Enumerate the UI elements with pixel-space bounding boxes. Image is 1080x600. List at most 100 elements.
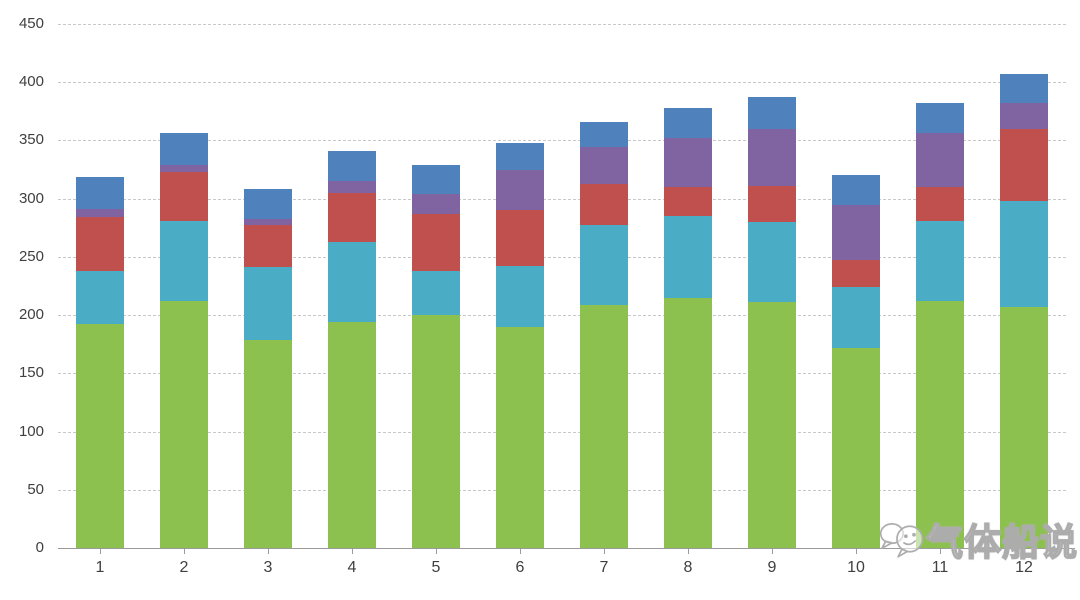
segment-series-4-purple: [160, 164, 208, 172]
x-axis-tick: [184, 549, 185, 554]
gridline-150: [58, 373, 1066, 375]
segment-series-1-green: [1000, 306, 1048, 548]
x-axis-label: 10: [847, 559, 865, 576]
bar-month-8: [664, 107, 712, 548]
segment-series-1-green: [664, 297, 712, 548]
bar-month-4: [328, 150, 376, 548]
bar-month-3: [244, 189, 292, 548]
x-axis-label: 7: [599, 559, 609, 576]
segment-series-1-green: [160, 301, 208, 548]
gridline-100: [58, 431, 1066, 433]
segment-series-3-red: [496, 210, 544, 267]
gridline-350: [58, 140, 1066, 142]
segment-series-3-red: [748, 185, 796, 222]
segment-series-3-red: [1000, 128, 1048, 202]
y-axis-label: 0: [35, 539, 44, 556]
segment-series-2-teal: [664, 216, 712, 298]
gridline-200: [58, 315, 1066, 317]
segment-series-2-teal: [832, 287, 880, 348]
x-axis-label: 8: [683, 559, 693, 576]
segment-series-5-blue: [832, 175, 880, 205]
x-axis-tick: [268, 549, 269, 554]
segment-series-5-blue: [916, 103, 964, 134]
x-axis-tick: [772, 549, 773, 554]
segment-series-5-blue: [748, 97, 796, 129]
segment-series-5-blue: [160, 133, 208, 165]
segment-series-2-teal: [76, 270, 124, 325]
segment-series-1-green: [328, 322, 376, 548]
segment-series-3-red: [832, 260, 880, 288]
segment-series-1-green: [916, 301, 964, 548]
segment-series-4-purple: [664, 138, 712, 188]
x-axis-line: [58, 548, 1075, 549]
segment-series-3-red: [76, 217, 124, 271]
gridline-250: [58, 256, 1066, 258]
segment-series-1-green: [244, 339, 292, 548]
segment-series-3-red: [412, 213, 460, 271]
segment-series-2-teal: [244, 267, 292, 340]
x-axis-label: 6: [515, 559, 525, 576]
bar-month-10: [832, 175, 880, 548]
x-axis-label: 1: [95, 559, 105, 576]
x-axis-tick: [100, 549, 101, 554]
segment-series-2-teal: [1000, 201, 1048, 307]
segment-series-4-purple: [412, 194, 460, 214]
gridline-300: [58, 198, 1066, 200]
segment-series-4-purple: [244, 218, 292, 226]
x-axis-tick: [520, 549, 521, 554]
x-axis-label: 3: [263, 559, 273, 576]
segment-series-1-green: [748, 302, 796, 548]
segment-series-2-teal: [580, 225, 628, 305]
segment-series-5-blue: [1000, 74, 1048, 104]
x-axis-tick: [688, 549, 689, 554]
segment-series-4-purple: [328, 181, 376, 193]
segment-series-1-green: [496, 326, 544, 548]
segment-series-3-red: [160, 171, 208, 221]
x-axis-tick: [856, 549, 857, 554]
gridline-50: [58, 489, 1066, 491]
y-axis-label: 250: [18, 247, 44, 265]
segment-series-1-green: [412, 315, 460, 548]
segment-series-3-red: [916, 187, 964, 221]
segment-series-1-green: [832, 347, 880, 548]
y-axis-label: 100: [18, 422, 44, 440]
x-axis-tick: [604, 549, 605, 554]
segment-series-3-red: [580, 183, 628, 226]
y-axis-label: 400: [18, 73, 44, 91]
x-axis-label: 12: [1015, 559, 1033, 576]
y-axis-label: 150: [18, 364, 44, 382]
y-axis-label: 50: [27, 480, 44, 498]
y-axis-label: 200: [18, 306, 44, 324]
gridline-450: [58, 24, 1066, 25]
segment-series-2-teal: [916, 220, 964, 302]
x-axis-tick: [1024, 549, 1025, 554]
bar-month-1: [76, 176, 124, 548]
x-axis-tick: [940, 549, 941, 554]
bar-month-11: [916, 103, 964, 548]
segment-series-5-blue: [76, 176, 124, 210]
segment-series-4-purple: [916, 133, 964, 188]
segment-series-3-red: [328, 192, 376, 242]
x-axis-tick: [352, 549, 353, 554]
x-axis-label: 9: [767, 559, 777, 576]
segment-series-2-teal: [496, 266, 544, 327]
segment-series-5-blue: [244, 189, 292, 219]
x-axis-tick: [436, 549, 437, 554]
bar-month-2: [160, 133, 208, 548]
segment-series-2-teal: [748, 221, 796, 303]
y-axis-label: 350: [18, 131, 44, 149]
segment-series-1-green: [76, 324, 124, 548]
segment-series-3-red: [244, 225, 292, 268]
bar-month-5: [412, 164, 460, 548]
segment-series-2-teal: [160, 220, 208, 302]
segment-series-4-purple: [1000, 103, 1048, 129]
x-axis-label: 11: [931, 559, 949, 576]
segment-series-2-teal: [328, 241, 376, 323]
x-axis-label: 5: [431, 559, 441, 576]
segment-series-4-purple: [832, 204, 880, 261]
bar-month-6: [496, 142, 544, 548]
gridline-400: [58, 82, 1066, 84]
segment-series-2-teal: [412, 270, 460, 316]
bar-month-12: [1000, 74, 1048, 548]
